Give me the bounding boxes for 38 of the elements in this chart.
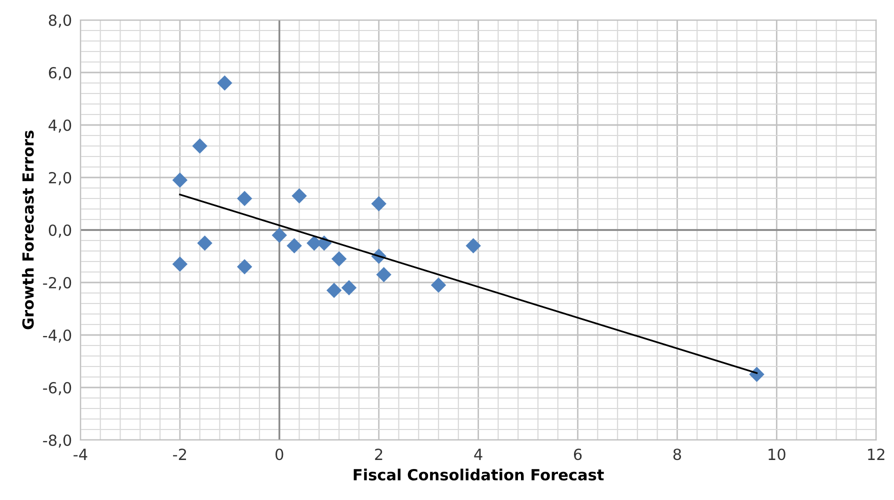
x-tick-label: 4 (474, 448, 482, 460)
x-tick-label: -4 (74, 448, 88, 460)
x-tick-label: 10 (768, 448, 786, 460)
point (217, 75, 232, 91)
point (371, 196, 386, 212)
y-tick-label: -6,0 (43, 382, 72, 396)
x-axis-title: Fiscal Consolidation Forecast (354, 468, 604, 480)
x-tick-label: 12 (868, 448, 884, 460)
x-tick-label: 2 (375, 448, 382, 460)
y-tick-label: 2,0 (48, 172, 72, 186)
point (172, 256, 188, 272)
point (272, 228, 287, 243)
x-tick-label: 8 (673, 448, 682, 460)
point (749, 366, 764, 382)
point (192, 138, 208, 154)
point (286, 238, 302, 254)
point (292, 188, 307, 204)
x-tick-label: 6 (574, 448, 582, 460)
point (236, 190, 252, 206)
point (326, 282, 342, 298)
point (376, 267, 392, 282)
point (331, 251, 347, 266)
point (236, 259, 252, 274)
y-tick-label: 4,0 (48, 119, 72, 133)
y-tick-label: 6,0 (48, 66, 72, 80)
y-tick-label: 0,0 (48, 224, 72, 238)
y-tick-label: 8,0 (48, 14, 72, 28)
point (466, 238, 481, 254)
point (430, 278, 446, 293)
point (341, 280, 357, 296)
point (172, 172, 188, 188)
y-tick-label: -4,0 (43, 329, 72, 343)
x-tick-label: -2 (173, 448, 186, 460)
point (197, 236, 212, 251)
y-axis-title: Growth Forecast Errors (22, 130, 34, 330)
y-tick-label: -8,0 (43, 434, 72, 448)
x-tick-label: 0 (276, 448, 284, 460)
y-tick-label: -2,0 (43, 276, 72, 290)
